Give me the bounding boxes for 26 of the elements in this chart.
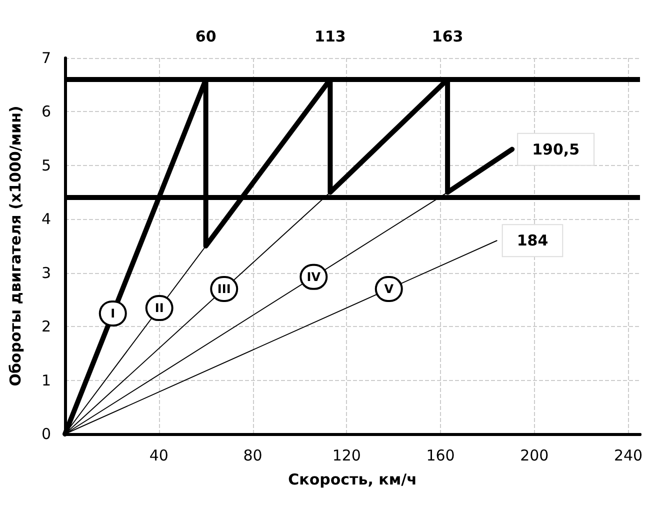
annotation: 184 bbox=[516, 232, 548, 250]
annotation: 190,5 bbox=[532, 140, 580, 158]
y-axis-title: Обороты двигателя (x1000/мин) bbox=[6, 106, 24, 386]
x-tick-label: 200 bbox=[520, 446, 549, 464]
x-tick-label: 40 bbox=[149, 446, 168, 464]
x2-tick-label: 60 bbox=[195, 28, 216, 46]
series-label: IV bbox=[306, 270, 322, 284]
y-tick-label: 2 bbox=[41, 318, 51, 336]
y-tick-label: 5 bbox=[41, 156, 51, 174]
series-label: I bbox=[110, 306, 116, 320]
x-tick-label: 240 bbox=[614, 446, 643, 464]
series-label: III bbox=[217, 282, 231, 296]
y-tick-label: 1 bbox=[41, 371, 51, 390]
x2-tick-label: 163 bbox=[432, 28, 464, 46]
y-tick-label: 6 bbox=[41, 102, 51, 121]
x2-tick-label: 113 bbox=[314, 28, 346, 46]
y-tick-label: 0 bbox=[41, 425, 51, 443]
x-tick-label: 160 bbox=[426, 446, 455, 464]
y-tick-label: 4 bbox=[41, 210, 51, 228]
series-label: V bbox=[384, 282, 394, 296]
x-tick-label: 120 bbox=[332, 446, 361, 464]
x-axis-title: Скорость, км/ч bbox=[288, 470, 417, 488]
series-label: II bbox=[154, 301, 164, 316]
y-tick-label: 7 bbox=[41, 49, 51, 67]
y-tick-label: 3 bbox=[41, 264, 51, 282]
x-tick-label: 80 bbox=[243, 446, 262, 464]
